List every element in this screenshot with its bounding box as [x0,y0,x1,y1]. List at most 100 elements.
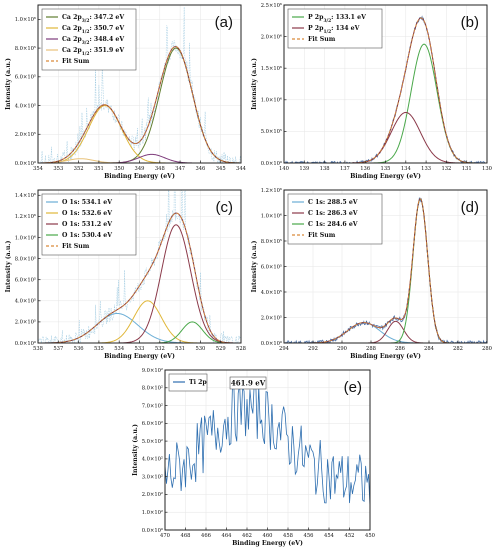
component-peak-line [38,224,241,343]
y-tick-label: 5.0×10² [142,439,163,445]
x-tick-label: 131 [462,166,472,172]
x-tick-label: 532 [155,346,165,352]
x-tick-label: 537 [53,346,63,352]
x-tick-label: 136 [360,166,370,172]
panel-label: (c) [216,199,234,216]
y-tick-label: 6.0×10² [142,421,163,427]
y-tick-label: 2.0×10⁶ [261,34,282,40]
x-tick-label: 348 [155,166,165,172]
x-tick-label: 462 [242,533,252,539]
x-tick-label: 292 [308,346,318,352]
x-tick-label: 351 [94,166,104,172]
x-tick-label: 286 [395,346,405,352]
y-tick-label: 1.0×10⁶ [15,17,36,23]
y-tick-label: 0.0×10⁰ [261,341,282,347]
component-peak-line [38,105,241,163]
legend-entry: Fit Sum [62,243,90,250]
y-tick-label: 8.0×10⁵ [261,239,282,245]
legend: O 1s: 534.1 eV O 1s: 532.6 eV O 1s: 531.2 … [41,193,137,256]
y-axis-label: Intensity (a.u.) [132,424,139,476]
legend-entry: C 1s: 284.6 eV [308,221,358,228]
component-peak-line [38,153,241,163]
x-tick-label: 450 [365,533,375,539]
fit-sum-line [38,46,241,163]
plot-area [165,380,370,508]
x-tick-label: 294 [279,346,290,352]
x-tick-label: 135 [381,166,391,172]
legend: C 1s: 288.5 eV C 1s: 286.3 eV C 1s: 284.6 … [287,193,383,245]
component-peak-line [284,320,487,343]
chart-panel-4: 294 292 290 288 286 284 282 280 0.0×10⁰ 2.0×10⁵ 4.… [251,188,492,360]
x-tick-label: 466 [201,533,211,539]
x-tick-label: 353 [53,166,63,172]
y-tick-label: 6.0×10⁵ [15,75,36,81]
raw-spectrum-line [284,197,487,343]
y-tick-label: 4.0×10⁵ [261,290,282,296]
y-tick-label: 0.0×10⁰ [142,528,163,534]
x-tick-label: 130 [482,166,492,172]
fit-sum-line [38,212,241,343]
y-tick-label: 4.0×10⁵ [15,299,36,305]
y-tick-label: 0.0×10⁰ [15,161,36,167]
chart-panel-3: 538 537 536 535 534 533 532 531 530 529 528 0.0×10⁰… [5,189,246,360]
legend-entry: P 2p1/2: 134 eV [308,25,360,35]
x-tick-label: 456 [304,533,314,539]
legend: Ti 2p [168,373,207,392]
y-axis-label: Intensity (a.u.) [5,58,12,110]
y-tick-label: 2.0×10⁵ [15,132,36,138]
y-tick-label: 2.0×10² [142,492,163,498]
y-axis-label: Intensity (a.u.) [251,241,258,293]
legend-entry: O 1s: 532.6 eV [62,210,112,217]
x-tick-label: 470 [160,533,170,539]
y-axis-label: Intensity (a.u.) [5,241,12,293]
y-tick-label: 8.0×10² [142,386,163,392]
y-tick-label: 1.0×10² [142,510,163,516]
legend-entry: P 2p3/2: 133.1 eV [308,14,366,24]
component-peak-line [38,321,241,343]
x-tick-label: 349 [135,166,145,172]
y-tick-label: 2.5×10⁶ [261,3,282,9]
x-tick-label: 464 [222,533,233,539]
y-tick-label: 8.0×10⁵ [15,46,36,52]
legend-entry: Ca 2p1/2: 350.7 eV [62,25,124,35]
x-tick-label: 133 [421,166,431,172]
x-tick-label: 132 [441,166,451,172]
x-tick-label: 528 [236,346,246,352]
y-tick-label: 1.4×10⁶ [15,193,36,199]
panel-label: (e) [344,379,362,396]
x-axis-label: Binding Energy (eV) [104,173,175,180]
y-tick-label: 1.2×10⁶ [15,214,36,220]
y-tick-label: 6.0×10⁵ [261,264,282,270]
plot-area [38,190,241,343]
x-tick-label: 468 [181,533,191,539]
x-tick-label: 350 [114,166,124,172]
fit-sum-line [284,17,487,163]
ti-2p-spectrum-line [165,380,370,508]
legend-entry: Fit Sum [308,36,336,43]
plot-area [38,6,241,163]
x-tick-label: 533 [135,346,145,352]
y-tick-label: 5.0×10⁵ [261,129,282,135]
y-tick-label: 4.0×10² [142,457,163,463]
x-tick-label: 352 [74,166,84,172]
x-axis-label: Binding Energy (eV) [350,353,421,360]
legend-entry: Ca 2p1/2: 351.9 eV [62,47,124,57]
x-tick-label: 452 [345,533,355,539]
x-tick-label: 280 [482,346,492,352]
x-tick-label: 345 [216,166,226,172]
chart-panel-2: 140 139 138 137 136 135 134 133 132 131 130 0.0×10⁰… [251,3,492,180]
x-tick-label: 454 [324,533,335,539]
x-tick-label: 137 [340,166,350,172]
x-tick-label: 290 [337,346,347,352]
legend-entry: Ti 2p [189,379,207,386]
y-tick-label: 2.0×10⁵ [15,320,36,326]
x-tick-label: 346 [195,166,205,172]
legend-entry: Fit Sum [308,232,336,239]
y-tick-label: 0.0×10⁰ [261,161,282,167]
component-peak-line [38,300,241,343]
y-tick-label: 1.0×10⁶ [261,213,282,219]
x-tick-label: 139 [299,166,309,172]
